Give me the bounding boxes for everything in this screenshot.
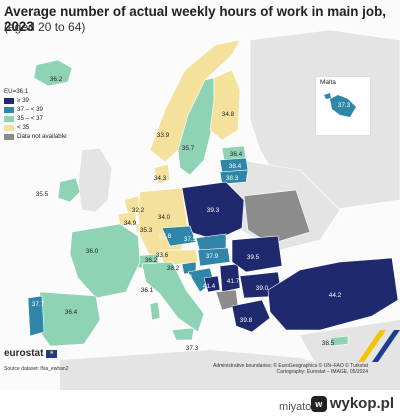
country-iceland — [33, 59, 73, 87]
country-czechia — [161, 225, 197, 247]
source-note: Source dataset: lfsa_ewhan2 — [4, 366, 69, 372]
map-title: Average number of actual weekly hours of… — [4, 4, 386, 34]
value-romania: 39.5 — [247, 254, 260, 261]
wykop-badge-icon: w — [310, 395, 327, 412]
value-greece: 39.8 — [240, 317, 253, 324]
country-norway — [149, 39, 241, 163]
malta-value: 37.3 — [338, 102, 351, 109]
value-portugal: 37.7 — [32, 301, 45, 308]
island-sardinia — [149, 301, 161, 321]
country-lithuania — [219, 169, 249, 185]
legend-swatch — [4, 124, 14, 131]
country-bosnia — [203, 275, 221, 293]
country-serbia — [219, 263, 241, 293]
legend-swatch — [4, 115, 14, 122]
value-serbia: 41.7 — [227, 278, 240, 285]
value-germany: 34.0 — [158, 214, 171, 221]
country-romania — [231, 235, 283, 273]
value-luxembourg: 35.3 — [140, 227, 153, 234]
value-ireland: 35.5 — [36, 191, 49, 198]
credits: Administrative boundaries: © EuroGeograp… — [213, 363, 368, 375]
country-france — [69, 223, 141, 299]
country-ireland — [57, 177, 81, 203]
value-switzerland: 36.2 — [145, 257, 158, 264]
country-turkiye — [267, 257, 399, 331]
value-croatia: 38.4 — [180, 274, 193, 281]
country-greece — [231, 299, 271, 333]
country-italy — [141, 261, 205, 333]
country-cyprus — [329, 335, 349, 347]
value-hungary: 37.9 — [206, 253, 219, 260]
value-latvia: 38.4 — [229, 163, 242, 170]
legend-item: 37 – < 39 — [4, 105, 67, 114]
legend-label: ≥ 39 — [17, 97, 29, 104]
value-turkiye: 44.2 — [329, 292, 342, 299]
legend-item: 35 – < 37 — [4, 114, 67, 123]
credits-line: Cartography: Eurostat – IMAGE, 05/2024 — [276, 369, 368, 375]
eurostat-logo-text: eurostat — [4, 348, 44, 359]
value-denmark: 34.3 — [154, 175, 167, 182]
value-belgium: 34.9 — [124, 220, 137, 227]
legend-swatch — [4, 106, 14, 113]
value-lithuania: 38.3 — [226, 175, 239, 182]
watermark-footer: miyato z w wykop.pl — [0, 390, 400, 420]
legend: EU=36.1 ≥ 39 37 – < 39 35 – < 37 < 35 Da… — [4, 88, 67, 141]
value-italy: 36.1 — [141, 287, 154, 294]
country-germany — [137, 187, 189, 257]
malta-inset: Malta 37.3 — [315, 76, 371, 136]
island-sicily — [171, 327, 195, 341]
legend-swatch — [4, 133, 14, 140]
value-austria: 33.6 — [156, 252, 169, 259]
value-bulgaria: 39.0 — [256, 285, 269, 292]
country-finland — [209, 69, 241, 141]
credits-line: Administrative boundaries: © EuroGeograp… — [212, 363, 368, 369]
country-denmark — [153, 163, 171, 185]
value-cyprus: 38.5 — [322, 340, 335, 347]
legend-label: < 35 — [17, 124, 30, 131]
malta-inset-label: Malta — [320, 79, 336, 86]
value-norway: 33.9 — [157, 132, 170, 139]
eurostat-logo: eurostat — [4, 348, 58, 359]
country-portugal — [27, 295, 45, 337]
europe-map: 36.2 33.9 35.7 34.8 36.4 38.4 38.3 35.5 … — [27, 30, 400, 390]
legend-label: 35 – < 37 — [17, 115, 43, 122]
legend-item: Data not available — [4, 132, 67, 141]
value-czechia: 37.8 — [159, 233, 172, 240]
map-figure: 36.2 33.9 35.7 34.8 36.4 38.4 38.3 35.5 … — [0, 0, 400, 390]
value-bosnia: 41.4 — [203, 283, 216, 290]
wykop-site: wykop.pl — [329, 395, 394, 412]
legend-label: 37 – < 39 — [17, 106, 43, 113]
country-hungary — [197, 247, 231, 267]
value-poland: 39.3 — [207, 207, 220, 214]
value-slovenia: 38.2 — [167, 265, 180, 272]
wykop-logo: w wykop.pl — [310, 395, 394, 412]
legend-swatch — [4, 97, 14, 104]
eu-flag-icon — [46, 349, 58, 358]
value-sweden: 35.7 — [182, 145, 195, 152]
malta-shape: 37.3 — [324, 93, 356, 117]
region-unavailable-east — [243, 189, 311, 245]
value-france: 36.0 — [86, 248, 99, 255]
eurostat-stripes-decoration — [358, 330, 400, 362]
value-sicily: 37.3 — [186, 345, 199, 352]
value-iceland: 36.2 — [50, 76, 63, 83]
legend-item: < 35 — [4, 123, 67, 132]
value-netherlands: 32.2 — [132, 207, 145, 214]
value-finland: 34.8 — [222, 111, 235, 118]
value-labels: 36.2 33.9 35.7 34.8 36.4 38.4 38.3 35.5 … — [32, 76, 342, 352]
legend-item: ≥ 39 — [4, 96, 67, 105]
map-subtitle: (aged 20 to 64) — [4, 20, 86, 34]
north-africa-region — [60, 350, 340, 390]
value-spain: 36.4 — [65, 309, 78, 316]
legend-eu-average: EU=36.1 — [4, 88, 29, 95]
value-slovakia: 37.5 — [184, 236, 197, 243]
legend-label: Data not available — [17, 133, 67, 140]
value-estonia: 36.4 — [230, 151, 243, 158]
